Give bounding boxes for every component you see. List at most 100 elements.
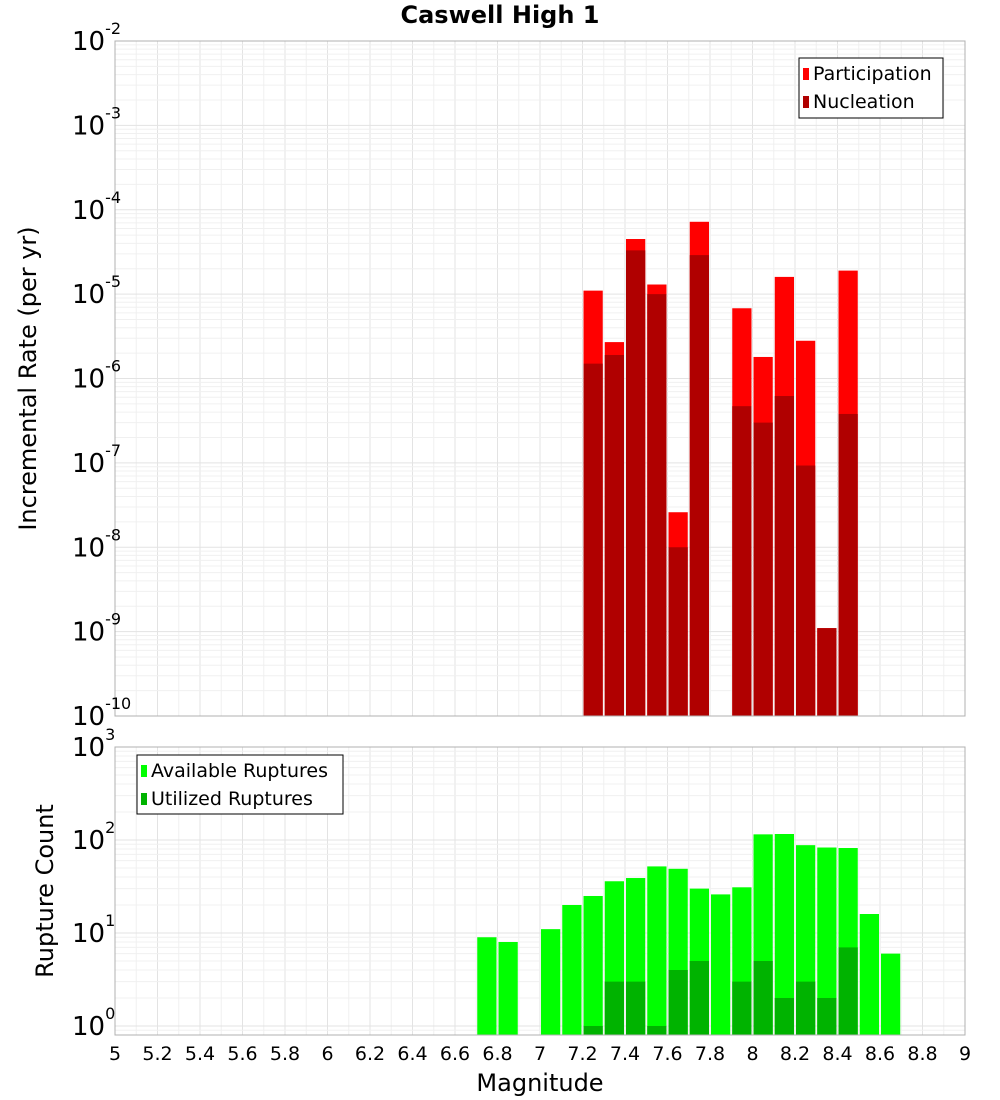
- rate-panel-frame: [114, 40, 966, 717]
- bar-utilized: [689, 960, 709, 1035]
- bar-available: [817, 847, 837, 1035]
- y-tick-exponent: -3: [105, 103, 121, 122]
- x-tick-label: 7.4: [610, 1043, 640, 1065]
- y-tick-exponent: -2: [105, 19, 121, 38]
- bar-available: [477, 937, 497, 1035]
- y-tick-base: 10: [72, 702, 105, 732]
- bar-nucleation: [647, 294, 667, 716]
- x-tick-label: 6: [321, 1043, 333, 1065]
- x-tick-label: 8.6: [865, 1043, 895, 1065]
- x-tick-label: 5.4: [185, 1043, 215, 1065]
- count-panel-frame: [114, 746, 966, 1036]
- bar-available: [774, 834, 794, 1035]
- x-tick-label: 7.6: [652, 1043, 682, 1065]
- y-tick-base: 10: [72, 280, 105, 310]
- y-tick-exponent: -7: [105, 441, 121, 460]
- bar-nucleation: [817, 628, 837, 716]
- y-tick-label: 100: [72, 1004, 115, 1042]
- x-tick-label: 5.6: [227, 1043, 257, 1065]
- y-tick-exponent: -10: [105, 694, 131, 713]
- rate-legend: Participation Nucleation: [798, 57, 944, 119]
- y-tick-base: 10: [72, 919, 105, 949]
- y-tick-exponent: 3: [105, 725, 115, 744]
- bar-available: [647, 866, 667, 1035]
- x-tick-label: 6.2: [355, 1043, 385, 1065]
- x-tick-label: 8.8: [907, 1043, 937, 1065]
- bar-available: [583, 895, 603, 1035]
- y-tick-exponent: 0: [105, 1004, 115, 1023]
- bar-nucleation: [583, 363, 603, 716]
- count-legend: Available Ruptures Utilized Ruptures: [136, 754, 344, 815]
- bar-available: [859, 914, 879, 1035]
- x-tick-label: 8: [746, 1043, 758, 1065]
- y-tick-label: 10-6: [72, 357, 121, 395]
- legend-label: Participation: [813, 63, 932, 85]
- y-tick-label: 10-3: [72, 103, 121, 141]
- legend-swatch: [803, 68, 809, 80]
- x-tick-label: 6.6: [440, 1043, 470, 1065]
- legend-swatch: [803, 96, 809, 108]
- bar-nucleation: [774, 396, 794, 716]
- legend-swatch: [141, 793, 147, 805]
- x-tick-label: 7: [534, 1043, 546, 1065]
- y-tick-label: 10-4: [72, 188, 121, 226]
- x-tick-label: 8.4: [822, 1043, 852, 1065]
- y-tick-base: 10: [72, 196, 105, 226]
- bar-nucleation: [753, 422, 773, 716]
- bar-nucleation: [626, 250, 646, 717]
- bar-nucleation: [838, 413, 858, 716]
- y-tick-label: 101: [72, 911, 115, 949]
- x-tick-label: 6.8: [482, 1043, 512, 1065]
- bar-utilized: [796, 981, 816, 1035]
- y-tick-exponent: -4: [105, 188, 121, 207]
- bar-utilized: [604, 981, 624, 1035]
- x-tick-label: 7.8: [695, 1043, 725, 1065]
- legend-label: Nucleation: [813, 91, 915, 113]
- y-tick-label: 10-7: [72, 441, 121, 479]
- bar-utilized: [838, 947, 858, 1035]
- bar-utilized: [668, 969, 688, 1035]
- y-tick-exponent: 2: [105, 818, 115, 837]
- x-tick-label: 8.2: [780, 1043, 810, 1065]
- y-tick-label: 10-10: [72, 694, 131, 732]
- bar-available: [562, 904, 582, 1035]
- y-tick-exponent: 1: [105, 911, 115, 930]
- bar-available: [541, 929, 561, 1035]
- y-tick-base: 10: [72, 533, 105, 563]
- y-tick-exponent: -9: [105, 610, 121, 629]
- x-tick-label: 5.2: [142, 1043, 172, 1065]
- legend-label: Available Ruptures: [151, 760, 328, 782]
- bar-available: [711, 894, 731, 1035]
- y-tick-base: 10: [72, 1012, 105, 1042]
- bar-utilized: [817, 997, 837, 1035]
- y-tick-exponent: -8: [105, 525, 121, 544]
- y-tick-base: 10: [72, 27, 105, 57]
- bar-nucleation: [732, 406, 752, 716]
- rate-panel-grid: [114, 40, 966, 717]
- rate-panel-bars: [583, 221, 858, 717]
- legend-box: [136, 754, 344, 815]
- bar-nucleation: [689, 255, 709, 716]
- x-tick-label: 6.4: [397, 1043, 427, 1065]
- bar-utilized: [753, 960, 773, 1035]
- bar-utilized: [732, 981, 752, 1035]
- y-tick-label: 10-2: [72, 19, 121, 57]
- y-tick-exponent: -6: [105, 357, 121, 376]
- bar-utilized: [647, 1025, 667, 1035]
- y-tick-base: 10: [72, 365, 105, 395]
- y-tick-label: 102: [72, 818, 115, 856]
- bar-nucleation: [668, 547, 688, 716]
- bar-available: [881, 953, 901, 1035]
- magnitude-x-ticks: 5 5.2 5.4 5.6 5.8 6 6.2 6.4 6.6 6.8 7 7.2 7.4 7.6 7.8 8…: [109, 1043, 971, 1065]
- x-axis-label: Magnitude: [476, 1069, 603, 1097]
- x-tick-label: 9: [959, 1043, 971, 1065]
- legend-swatch: [141, 765, 147, 777]
- rate-y-axis-label: Incremental Rate (per yr): [14, 226, 42, 530]
- y-tick-label: 10-5: [72, 272, 121, 310]
- x-tick-label: 7.2: [567, 1043, 597, 1065]
- chart-title: Caswell High 1: [401, 1, 600, 29]
